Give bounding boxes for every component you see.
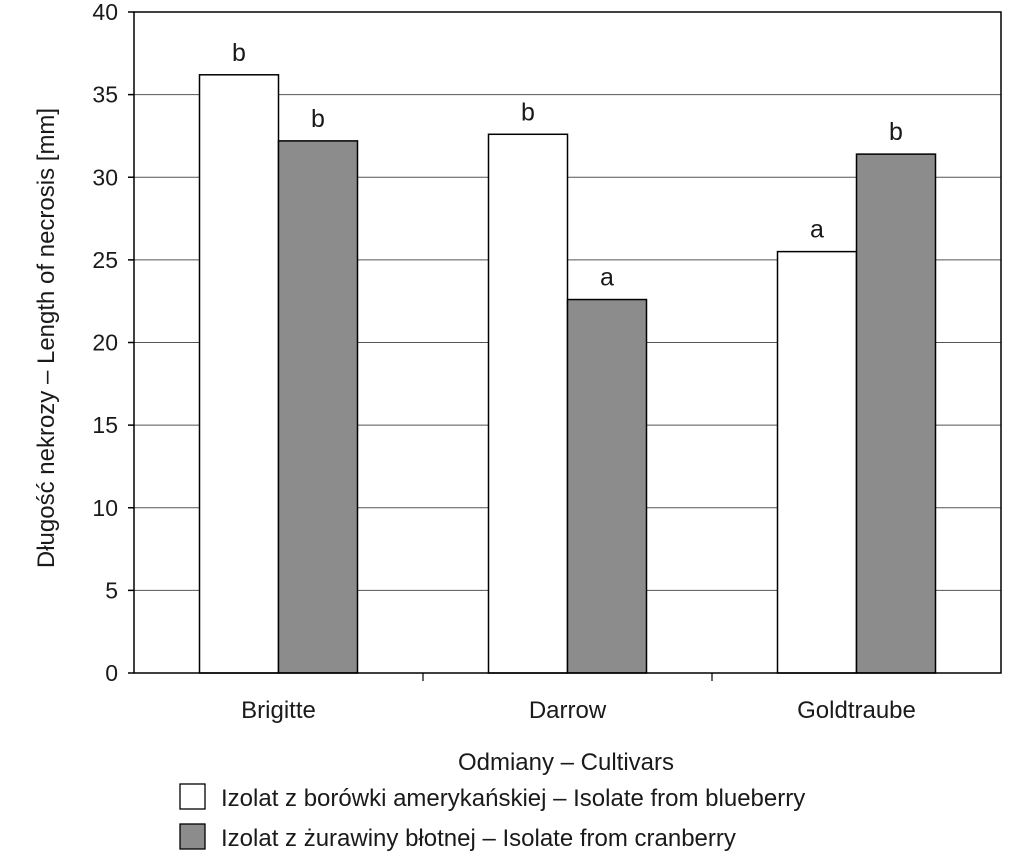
- x-axis-ticks: Brigitte Darrow Goldtraube: [241, 673, 916, 724]
- bar-series1-goldtraube: [776, 250, 858, 674]
- legend: Izolat z borówki amerykańskiej – Isolate…: [179, 783, 805, 852]
- y-tick-label-0: 0: [105, 660, 118, 686]
- x-tick-label-brigitte: Brigitte: [241, 697, 316, 724]
- y-axis-title: Długość nekrozy – Length of necrosis [mm…: [33, 108, 60, 568]
- bar-series1-darrow: [487, 133, 569, 674]
- bar-labels-group: b b a b a b: [232, 39, 903, 292]
- significance-label-series2-darrow: a: [600, 264, 614, 292]
- significance-label-series2-brigitte: b: [311, 105, 325, 133]
- y-axis-ticks: 0 5 10 15 20 25 30 35 40: [92, 0, 134, 686]
- legend-label-series2: Izolat z żurawiny błotnej – Isolate from…: [221, 825, 736, 852]
- y-tick-label-15: 15: [92, 412, 118, 438]
- legend-swatch-series2: [179, 823, 206, 850]
- bar-series2-brigitte: [277, 140, 359, 674]
- x-axis-title: Odmiany – Cultivars: [458, 749, 674, 776]
- y-tick-label-20: 20: [92, 330, 118, 356]
- x-tick-label-darrow: Darrow: [529, 697, 607, 724]
- y-tick-label-10: 10: [92, 495, 118, 521]
- significance-label-series1-goldtraube: a: [810, 216, 824, 244]
- bar-series2-goldtraube: [855, 153, 937, 674]
- bar-series2-darrow: [566, 298, 648, 674]
- x-tick-label-goldtraube: Goldtraube: [797, 697, 916, 724]
- y-tick-label-40: 40: [92, 0, 118, 25]
- y-tick-label-5: 5: [105, 577, 118, 603]
- significance-label-series1-brigitte: b: [232, 39, 246, 67]
- legend-swatch-series1: [179, 783, 206, 810]
- significance-label-series2-goldtraube: b: [889, 118, 903, 146]
- y-tick-label-30: 30: [92, 164, 118, 190]
- y-tick-label-25: 25: [92, 247, 118, 273]
- legend-label-series1: Izolat z borówki amerykańskiej – Isolate…: [221, 785, 805, 812]
- significance-label-series1-darrow: b: [521, 98, 535, 126]
- y-tick-label-35: 35: [92, 82, 118, 108]
- bars-group: [198, 74, 937, 674]
- bar-series1-brigitte: [198, 74, 280, 674]
